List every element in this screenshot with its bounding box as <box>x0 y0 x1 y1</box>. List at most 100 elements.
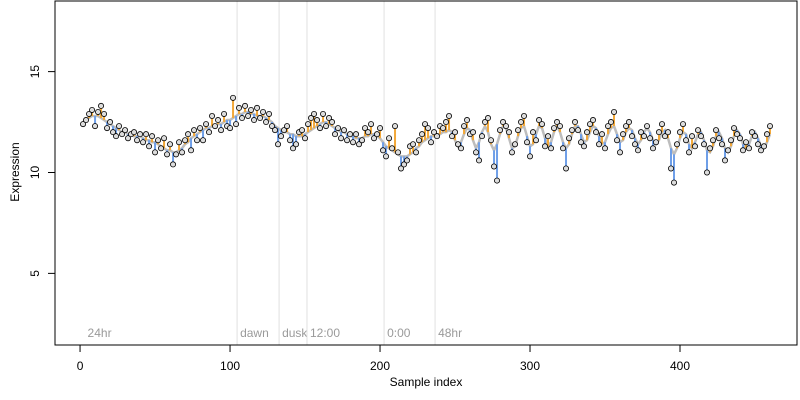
point <box>170 161 177 168</box>
point <box>428 139 435 146</box>
point <box>419 131 426 138</box>
point <box>98 102 105 109</box>
point <box>767 123 774 130</box>
point <box>326 115 333 122</box>
y-tick-label: 10 <box>28 166 42 180</box>
point <box>566 135 573 142</box>
point <box>500 119 507 126</box>
y-axis-title: Expression <box>8 142 22 201</box>
point <box>203 121 210 128</box>
point <box>485 115 492 122</box>
x-tick-label: 400 <box>670 359 690 373</box>
point <box>239 115 246 122</box>
point <box>476 157 483 164</box>
point <box>137 131 144 138</box>
point <box>725 147 732 154</box>
point <box>599 131 606 138</box>
annotation-label: 12:00 <box>310 326 340 340</box>
point <box>698 133 705 140</box>
point <box>443 119 450 126</box>
point <box>728 137 735 144</box>
x-axis-title: Sample index <box>390 375 463 389</box>
point <box>746 145 753 152</box>
point <box>641 133 648 140</box>
point <box>188 147 195 154</box>
point <box>644 123 651 130</box>
point <box>425 125 432 132</box>
point <box>521 113 528 120</box>
point <box>212 123 219 130</box>
point <box>590 117 597 124</box>
point <box>530 129 537 136</box>
point <box>410 141 417 148</box>
point <box>458 145 465 152</box>
point <box>179 149 186 156</box>
point <box>335 125 342 132</box>
point <box>431 129 438 136</box>
point <box>251 117 258 124</box>
point <box>689 133 696 140</box>
point <box>167 141 174 148</box>
point <box>143 131 150 138</box>
point <box>80 121 87 128</box>
point <box>269 123 276 130</box>
point <box>338 135 345 142</box>
point <box>740 147 747 154</box>
point <box>101 110 108 117</box>
point <box>611 108 618 115</box>
point <box>707 145 714 152</box>
point <box>146 143 153 150</box>
point <box>704 169 711 176</box>
point <box>572 119 579 126</box>
point <box>215 117 222 124</box>
point <box>398 165 405 172</box>
point <box>200 137 207 144</box>
point <box>548 145 555 152</box>
point <box>278 133 285 140</box>
point <box>254 104 261 111</box>
point <box>434 133 441 140</box>
point <box>629 133 636 140</box>
point <box>623 123 630 130</box>
point <box>743 139 750 146</box>
point <box>209 113 216 120</box>
point <box>614 137 621 144</box>
point <box>392 123 399 130</box>
point <box>314 117 321 124</box>
point <box>470 129 477 136</box>
point <box>584 129 591 136</box>
point <box>275 141 282 148</box>
point <box>236 104 243 111</box>
point <box>233 121 240 128</box>
point <box>455 141 462 148</box>
point <box>125 135 132 142</box>
point <box>182 137 189 144</box>
point <box>686 149 693 156</box>
point <box>683 137 690 144</box>
point <box>494 177 501 184</box>
point <box>596 141 603 148</box>
point <box>176 139 183 146</box>
point <box>638 129 645 136</box>
point <box>575 127 582 134</box>
point <box>662 133 669 140</box>
point <box>140 139 147 146</box>
point <box>539 121 546 128</box>
point <box>710 137 717 144</box>
point <box>92 123 99 130</box>
point <box>221 110 228 117</box>
point <box>341 127 348 134</box>
point <box>482 119 489 126</box>
point <box>563 165 570 172</box>
point <box>503 123 510 130</box>
point <box>632 141 639 148</box>
point <box>119 131 126 138</box>
point <box>227 125 234 132</box>
point <box>377 125 384 132</box>
point <box>320 110 327 117</box>
point <box>758 147 765 154</box>
point <box>104 125 111 132</box>
point <box>110 129 117 136</box>
point <box>554 119 561 126</box>
